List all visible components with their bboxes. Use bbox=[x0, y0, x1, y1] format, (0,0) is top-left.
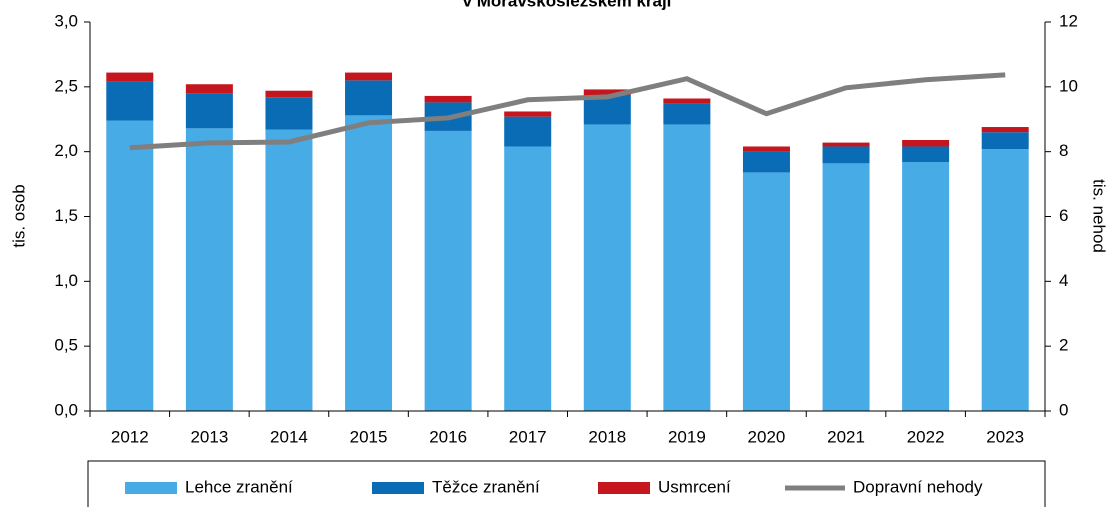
legend-label: Usmrcení bbox=[658, 477, 731, 496]
y-tick-label: 3,0 bbox=[54, 11, 78, 30]
bar-segment bbox=[822, 163, 870, 411]
bar-segment bbox=[106, 120, 154, 412]
bar-segment bbox=[822, 142, 870, 147]
y2-tick-label: 6 bbox=[1059, 206, 1068, 225]
bar-segment bbox=[981, 132, 1029, 150]
bar-segment bbox=[345, 80, 393, 116]
legend-swatch bbox=[372, 482, 424, 494]
bar-segment bbox=[265, 90, 313, 98]
y2-tick-label: 8 bbox=[1059, 141, 1068, 160]
y2-tick-label: 2 bbox=[1059, 336, 1068, 355]
bar-segment bbox=[902, 162, 950, 411]
x-tick-label: 2017 bbox=[509, 427, 547, 446]
bar-segment bbox=[185, 84, 233, 94]
x-tick-label: 2018 bbox=[588, 427, 626, 446]
x-tick-label: 2021 bbox=[827, 427, 865, 446]
x-tick-label: 2014 bbox=[270, 427, 308, 446]
bar-segment bbox=[345, 72, 393, 81]
line-series bbox=[129, 72, 1006, 151]
bar-segment bbox=[106, 81, 154, 121]
y2-tick-label: 0 bbox=[1059, 400, 1068, 419]
bar-segment bbox=[424, 95, 472, 103]
bar-segment bbox=[981, 127, 1029, 133]
bar-segment bbox=[663, 103, 711, 125]
legend-swatch bbox=[598, 482, 650, 494]
x-tick-label: 2022 bbox=[907, 427, 945, 446]
y2-tick-label: 12 bbox=[1059, 11, 1078, 30]
bar-segment bbox=[106, 72, 154, 82]
x-tick-label: 2019 bbox=[668, 427, 706, 446]
legend-box bbox=[87, 460, 1046, 507]
x-tick-label: 2012 bbox=[111, 427, 149, 446]
bar-segment bbox=[583, 89, 631, 96]
bar-segment bbox=[185, 93, 233, 129]
bar-segment bbox=[742, 151, 790, 173]
legend-label: Těžce zranění bbox=[432, 477, 540, 496]
y-tick-label: 0,0 bbox=[54, 400, 78, 419]
bar-segment bbox=[504, 116, 552, 147]
y2-axis-label: tis. nehod bbox=[1090, 179, 1109, 253]
bar-segment bbox=[185, 128, 233, 411]
bar-segment bbox=[583, 95, 631, 125]
y-tick-label: 1,5 bbox=[54, 206, 78, 225]
x-tick-label: 2020 bbox=[748, 427, 786, 446]
bar-segment bbox=[265, 129, 313, 411]
bar-segment bbox=[345, 115, 393, 412]
bar-segment bbox=[902, 139, 950, 147]
bar-segment bbox=[424, 130, 472, 412]
bar-segment bbox=[504, 111, 552, 117]
y-tick-label: 2,5 bbox=[54, 76, 78, 95]
y2-tick-label: 10 bbox=[1059, 76, 1078, 95]
y2-tick-label: 4 bbox=[1059, 271, 1068, 290]
bar-segment bbox=[742, 172, 790, 411]
bar-segment bbox=[742, 146, 790, 152]
bar-segment bbox=[265, 97, 313, 130]
x-tick-label: 2015 bbox=[350, 427, 388, 446]
legend-label: Dopravní nehody bbox=[853, 477, 983, 496]
x-tick-label: 2013 bbox=[190, 427, 228, 446]
legend-swatch bbox=[125, 482, 177, 494]
legend-label: Lehce zranění bbox=[185, 477, 293, 496]
x-tick-label: 2016 bbox=[429, 427, 467, 446]
y-axis-label: tis. osob bbox=[9, 184, 28, 247]
bar-segment bbox=[663, 124, 711, 411]
x-tick-label: 2023 bbox=[986, 427, 1024, 446]
bar-segment bbox=[583, 124, 631, 411]
y-tick-label: 1,0 bbox=[54, 271, 78, 290]
bar-segment bbox=[822, 146, 870, 164]
bar-segment bbox=[504, 146, 552, 412]
y-tick-label: 0,5 bbox=[54, 336, 78, 355]
chart-title: v Moravskoslezském kraji bbox=[463, 0, 672, 10]
bar-segment bbox=[981, 149, 1029, 411]
y-tick-label: 2,0 bbox=[54, 141, 78, 160]
bar-segment bbox=[663, 98, 711, 104]
bar-segment bbox=[902, 146, 950, 163]
